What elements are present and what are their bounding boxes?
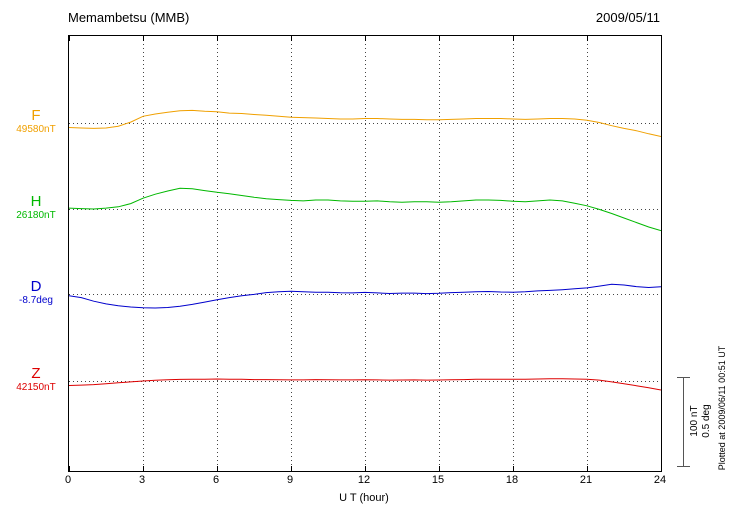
scale-bar-bottom-cap: [677, 466, 690, 467]
x-axis-title: U T (hour): [339, 492, 389, 504]
x-tick-label-12: 12: [357, 474, 371, 486]
plot-area: [68, 35, 662, 472]
scale-deg-label: 0.5 deg: [701, 404, 712, 438]
x-tick-label-18: 18: [505, 474, 519, 486]
plotted-at-note: Plotted at 2009/06/11 00:51 UT: [717, 345, 727, 471]
trace-F: [69, 109, 661, 137]
scale-bar-labels: 100 nT 0.5 deg: [689, 404, 713, 437]
series-baseline-value-H: 26180nT: [16, 210, 56, 221]
series-letter-D: D: [30, 278, 42, 295]
series-letter-H: H: [30, 193, 42, 210]
trace-Z: [69, 378, 661, 391]
x-tick-label-9: 9: [286, 474, 294, 486]
scale-bar-top-cap: [677, 377, 690, 378]
x-tick-label-15: 15: [431, 474, 445, 486]
series-label-H: H 26180nT: [8, 194, 64, 221]
x-tick-label-24: 24: [653, 474, 667, 486]
x-tick-label-0: 0: [64, 474, 72, 486]
series-label-D: D -8.7deg: [8, 279, 64, 306]
series-letter-Z: Z: [31, 365, 41, 382]
x-tick-label-3: 3: [138, 474, 146, 486]
x-tick-label-21: 21: [579, 474, 593, 486]
x-tick-label-6: 6: [212, 474, 220, 486]
scale-bar: [683, 377, 684, 467]
series-label-Z: Z 42150nT: [8, 366, 64, 393]
series-baseline-value-D: -8.7deg: [19, 295, 53, 306]
series-label-F: F 49580nT: [8, 108, 64, 135]
series-baseline-value-Z: 42150nT: [16, 382, 56, 393]
trace-D: [69, 283, 661, 309]
series-baseline-value-F: 49580nT: [16, 124, 56, 135]
trace-H: [69, 187, 661, 232]
series-letter-F: F: [31, 107, 41, 124]
scale-nt-label: 100 nT: [689, 405, 700, 437]
chart-canvas: [69, 36, 661, 471]
plot-date: 2009/05/11: [595, 10, 660, 25]
station-title: Memambetsu (MMB): [68, 10, 190, 25]
